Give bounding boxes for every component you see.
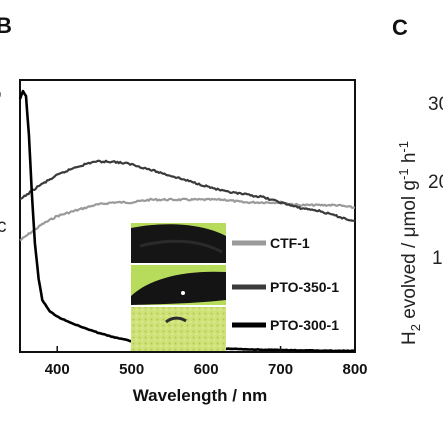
right-panel-tick-30: 30 [428,94,443,115]
panel-letter-c: C [392,15,408,40]
panel-letter-b: B [0,13,12,38]
right-panel-cropped: H2 evolved / μmol g-1 h-1 30 20 10 [396,94,443,345]
plot-frame [19,79,356,353]
x-axis-title: Wavelength / nm [133,386,267,405]
x-tick-label: 800 [342,361,367,378]
main-plot: 400 500 600 700 800 Wavelength / nm [18,79,368,405]
x-axis-ticks: 400 500 600 700 800 [45,346,368,378]
sample-photo-pto-300-1 [131,307,226,351]
cropped-tick-fragment: c [0,216,7,237]
legend-label-pto-350-1: PTO-350-1 [270,279,339,295]
right-panel-tick-20: 20 [428,172,443,193]
legend-label-pto-300-1: PTO-300-1 [270,317,339,333]
right-panel-tick-10: 10 [432,248,443,269]
sample-photo-ctf-1 [131,223,226,263]
x-tick-label: 700 [268,361,293,378]
right-panel-y-axis-title: H2 evolved / μmol g-1 h-1 [396,141,423,345]
cropped-tick-fragment: ' [0,90,2,111]
x-tick-label: 600 [194,361,219,378]
sample-photo-pto-350-1 [131,265,226,305]
series-line-ctf-1 [19,197,356,242]
legend-label-ctf-1: CTF-1 [270,235,310,251]
x-tick-label: 400 [45,361,70,378]
x-tick-label: 500 [119,361,144,378]
series-line-pto-350-1 [19,159,356,223]
legend: CTF-1 PTO-350-1 PTO-300-1 [131,223,339,351]
